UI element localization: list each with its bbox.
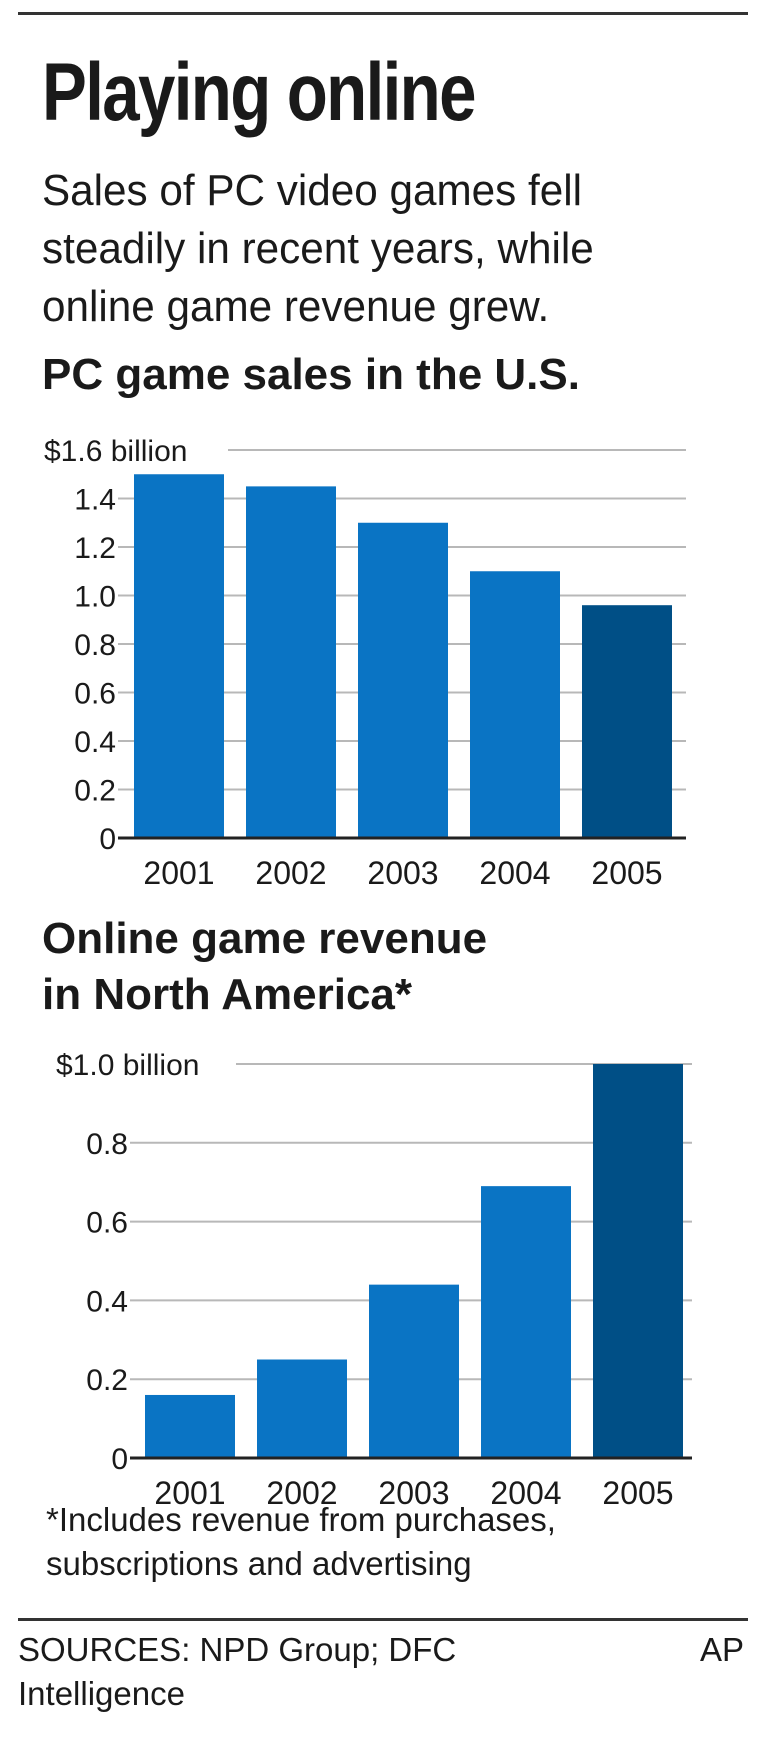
sources-credit: SOURCES: NPD Group; DFC Intelligence	[18, 1631, 457, 1712]
y-tick-label: 1.0	[74, 581, 116, 614]
bar	[246, 486, 336, 838]
y-tick-label: 0.6	[86, 1207, 128, 1240]
x-tick-label: 2004	[490, 1475, 561, 1511]
bar	[481, 1186, 571, 1458]
chart-2-title-line-1: Online game revenue	[42, 914, 488, 963]
x-tick-label: 2002	[266, 1475, 337, 1511]
chart-2-title: Online game revenue in North America*	[42, 911, 487, 1023]
y-tick-label: 1.4	[74, 484, 116, 517]
chart-2-title-line-2: in North America*	[42, 970, 413, 1019]
x-tick-label: 2002	[255, 855, 326, 891]
bar	[358, 522, 448, 838]
y-tick-label: 0.4	[74, 726, 116, 759]
y-tick-label: 0	[99, 823, 116, 856]
x-tick-label: 2004	[479, 855, 550, 891]
footnote: *Includes revenue from purchases, subscr…	[46, 1501, 556, 1582]
y-tick-label: 0.8	[86, 1128, 128, 1161]
y-tick-label: 0.2	[74, 775, 116, 808]
graphic-subtitle: Sales of PC video games fell steadily in…	[42, 166, 594, 331]
bar	[369, 1284, 459, 1458]
bar	[134, 474, 224, 838]
y-tick-label: 0.6	[74, 678, 116, 711]
top-rule	[18, 12, 748, 15]
y-tick-label: 0.8	[74, 629, 116, 662]
y-tick-label: 0	[111, 1443, 128, 1476]
y-tick-label: 1.2	[74, 532, 116, 565]
y-tick-label: $1.0 billion	[56, 1049, 199, 1082]
chart-1-title: PC game sales in the U.S.	[42, 350, 580, 399]
bar	[582, 605, 672, 838]
x-tick-label: 2005	[591, 855, 662, 891]
y-tick-label: 0.4	[86, 1285, 128, 1318]
bar	[593, 1064, 683, 1458]
chart-online-game-revenue: 0 0.2 0.4 0.6 0.8 $1.0 billion 2001 2002 2003 200…	[56, 1049, 692, 1511]
x-tick-label: 2003	[367, 855, 438, 891]
chart-pc-game-sales: 0 0.2 0.4 0.6 0.8 1.0 1.2 1.4 $1.6 billion 2001 20…	[44, 435, 686, 891]
bar	[470, 571, 560, 838]
bar	[145, 1394, 235, 1458]
y-tick-label: $1.6 billion	[44, 435, 187, 468]
bottom-rule	[18, 1618, 748, 1621]
agency-credit: AP	[699, 1631, 744, 1668]
graphic-title: Playing online	[42, 47, 476, 138]
x-tick-label: 2001	[154, 1475, 225, 1511]
y-tick-label: 0.2	[86, 1364, 128, 1397]
x-tick-label: 2005	[602, 1475, 673, 1511]
x-tick-label: 2001	[143, 855, 214, 891]
x-tick-label: 2003	[378, 1475, 449, 1511]
bar	[257, 1359, 347, 1458]
